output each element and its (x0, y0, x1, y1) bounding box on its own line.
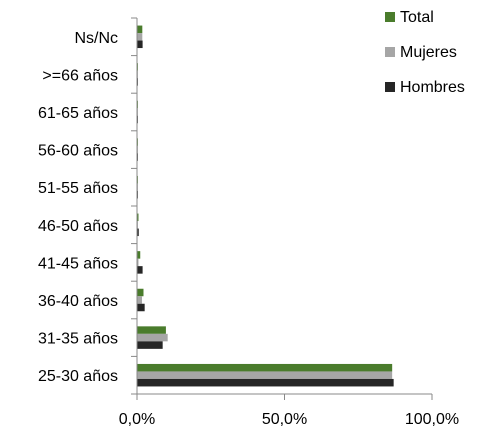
x-tick-label-0: 0,0% (119, 411, 155, 428)
x-tick-label-1: 50,0% (262, 411, 307, 428)
category-label-6: 56-60 años (38, 143, 118, 160)
bar-total-2 (137, 288, 144, 297)
x-axis-ticks (136, 394, 433, 400)
bar-total-3 (137, 251, 141, 259)
bar-total-0 (137, 363, 393, 372)
bar-hombres-3 (137, 266, 143, 274)
category-label-1: 31-35 años (38, 331, 118, 348)
bar-hombres-0 (137, 378, 394, 387)
legend-label-total: Total (400, 9, 434, 26)
x-tick-labels: 0,0% 50,0% 100,0% (119, 411, 459, 428)
bar-mujeres-2 (137, 296, 143, 304)
category-label-5: 51-55 años (38, 180, 118, 197)
bar-total-9 (137, 25, 143, 34)
category-label-7: 61-65 años (38, 105, 118, 122)
legend-label-mujeres: Mujeres (400, 44, 457, 61)
legend-swatch-mujeres (385, 47, 395, 57)
legend-label-hombres: Hombres (400, 79, 465, 96)
bar-total-4 (137, 213, 139, 222)
category-label-3: 41-45 años (38, 255, 118, 272)
bar-hombres-2 (137, 303, 145, 312)
bar-hombres-9 (137, 40, 143, 49)
bar-hombres-4 (137, 228, 139, 237)
bar-mujeres-0 (137, 371, 393, 379)
category-labels: 25-30 años 31-35 años 36-40 años 41-45 años… (38, 30, 118, 385)
legend: Total Mujeres Hombres (385, 9, 465, 96)
legend-swatch-hombres (385, 82, 395, 92)
category-label-4: 46-50 años (38, 218, 118, 235)
legend-swatch-total (385, 12, 395, 22)
bar-mujeres-1 (137, 333, 168, 342)
category-label-0: 25-30 años (38, 368, 118, 385)
category-label-9: Ns/Nc (74, 30, 118, 47)
bar-hombres-1 (137, 341, 163, 349)
bars-group (137, 25, 394, 387)
x-tick-label-2: 100,0% (405, 411, 459, 428)
category-label-2: 36-40 años (38, 293, 118, 310)
bar-total-1 (137, 326, 166, 334)
bar-mujeres-9 (137, 33, 143, 41)
category-label-8: >=66 años (42, 67, 118, 84)
bar-mujeres-3 (137, 258, 139, 267)
y-axis-ticks (131, 17, 137, 395)
